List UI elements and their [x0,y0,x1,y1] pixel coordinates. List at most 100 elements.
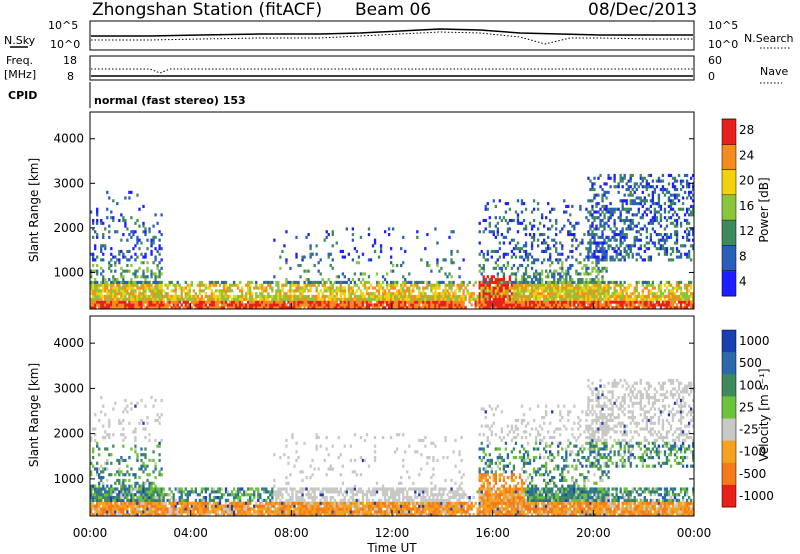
power-cell [494,204,497,208]
power-cell [214,306,218,310]
velocity-cell [297,501,300,505]
power-cell [130,216,133,220]
power-cell [357,306,361,310]
power-cell [482,218,485,223]
power-cell [575,247,578,251]
velocity-cell [148,490,151,494]
power-cell [651,297,655,301]
power-cell [603,258,606,262]
power-cell [484,297,487,301]
power-cell [464,306,467,310]
power-cell [536,227,540,231]
power-cell [414,306,417,310]
velocity-cell [116,504,119,508]
power-cell [361,252,365,256]
power-cell [158,238,161,242]
velocity-cell [90,513,93,517]
velocity-cell [291,504,294,508]
velocity-cell [170,513,173,517]
power-cell [315,280,318,284]
power-cell [629,193,632,197]
power-cell [631,227,634,231]
power-cell [577,283,580,287]
power-cell [563,297,566,301]
power-cell [317,300,320,304]
power-cell [172,289,175,293]
velocity-cell [194,490,197,494]
power-cell [577,286,580,290]
power-cell [603,283,606,287]
power-cell [124,286,127,290]
power-cell [629,173,632,178]
power-cell [607,216,610,220]
power-cell [518,306,522,310]
power-cell [406,306,409,310]
power-cell [635,297,638,301]
power-cell [549,263,552,268]
power-cell [232,300,236,304]
power-cell [524,272,528,276]
power-cell [238,306,242,310]
power-cell [156,286,159,290]
power-cell [414,283,417,287]
nave-trace [91,68,693,74]
power-cell [530,224,534,228]
power-cell [232,280,236,284]
velocity-cell [176,501,179,505]
power-cell [92,221,95,225]
power-cell [565,204,568,208]
power-cell [567,233,570,237]
power-cell [92,292,95,296]
velocity-cell [182,504,185,508]
power-cell [450,300,453,304]
power-cell [502,272,506,276]
power-cell [677,280,681,284]
velocity-cell [291,513,294,517]
power-cell [448,300,451,304]
power-cell [134,275,137,279]
power-cell [120,297,123,301]
power-cell [500,280,504,284]
power-cell [488,289,491,293]
power-cell [208,280,212,284]
power-cell [375,272,379,276]
power-cell [593,176,596,180]
velocity-cell [138,484,141,488]
power-cell [506,252,510,256]
power-cell [625,187,628,192]
velocity-cell [130,487,133,491]
power-cell [655,292,659,296]
power-cell [353,247,357,251]
power-cell [307,297,310,301]
velocity-cell [281,513,284,517]
power-cell [275,283,278,287]
power-cell [528,233,532,237]
power-cell [228,294,232,299]
power-cell [484,278,487,282]
power-cell [251,292,254,296]
velocity-cell [156,418,159,423]
velocity-cell [122,487,125,491]
power-cell [649,210,653,214]
power-cell [605,300,608,304]
power-cell [216,297,220,301]
power-cell [659,280,663,284]
power-cell [621,227,624,231]
power-cell [540,289,544,293]
power-cell [369,258,373,262]
power-cell [619,306,622,310]
power-cell [520,306,524,310]
power-cell [480,283,483,287]
power-cell [118,283,121,287]
power-cell [337,297,340,301]
power-cell [631,300,634,304]
velocity-cell [144,501,147,505]
power-cell [202,300,206,304]
power-cell [571,204,574,208]
velocity-cell [226,490,230,494]
power-cell [627,193,630,197]
power-cell [581,280,584,284]
velocity-cell [265,504,268,508]
power-cell [247,283,250,287]
power-cell [613,300,616,304]
